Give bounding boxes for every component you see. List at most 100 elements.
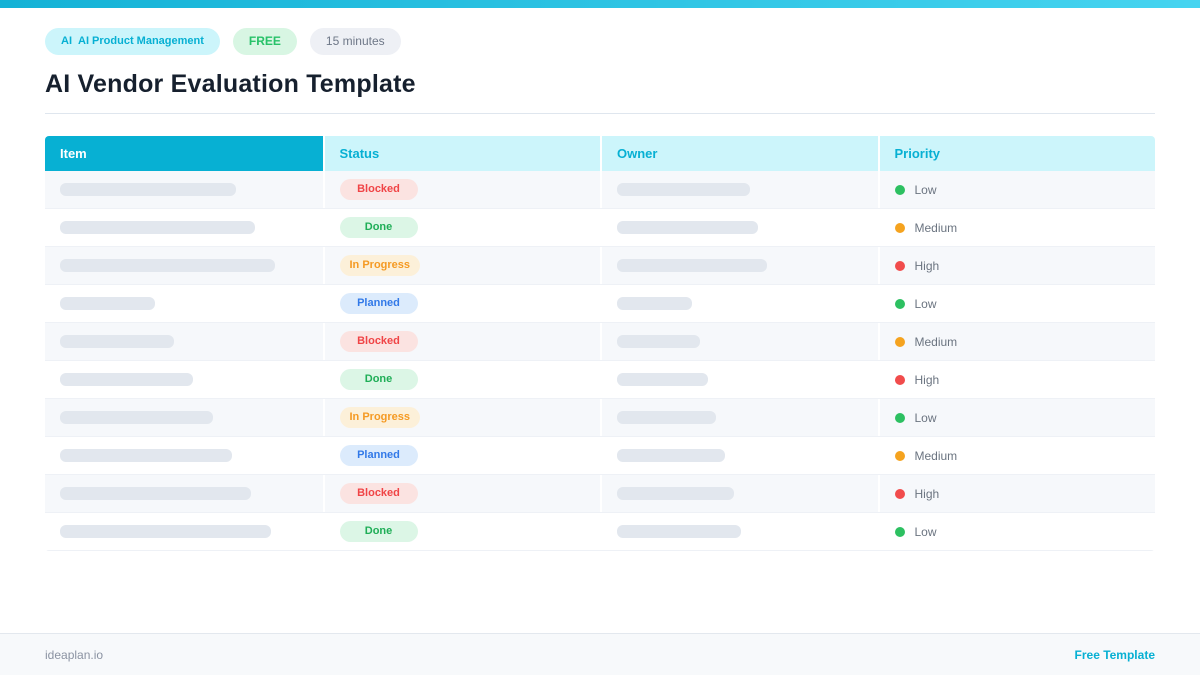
table-header-row: Item Status Owner Priority	[45, 136, 1155, 171]
priority-dot-icon	[894, 222, 905, 233]
priority-dot-icon	[894, 374, 905, 385]
owner-placeholder-bar	[617, 487, 734, 500]
table-row: Done Low	[45, 513, 1155, 551]
priority-label: Low	[914, 524, 937, 539]
priority-label: High	[914, 258, 940, 273]
priority-dot-icon	[894, 488, 905, 499]
priority-cell: Low	[877, 171, 1156, 208]
column-header-status: Status	[322, 136, 600, 171]
priority-cell: High	[877, 247, 1156, 284]
footer-brand: ideaplan.io	[45, 647, 104, 662]
priority-dot-icon	[894, 298, 905, 309]
priority-label: High	[914, 486, 940, 501]
item-placeholder-bar	[60, 525, 271, 538]
item-cell	[45, 171, 323, 208]
item-placeholder-bar	[60, 221, 255, 234]
status-pill[interactable]: Done	[339, 521, 418, 542]
owner-cell	[600, 209, 878, 246]
item-cell	[45, 323, 323, 360]
footer: ideaplan.io Free Template	[0, 633, 1200, 675]
item-cell	[45, 399, 323, 436]
table-row: Planned Low	[45, 285, 1155, 323]
status-cell: Blocked	[322, 171, 601, 208]
column-header-priority: Priority	[877, 136, 1155, 171]
table-row: Done Medium	[45, 209, 1155, 247]
item-placeholder-bar	[60, 373, 193, 386]
status-pill[interactable]: In Progress	[339, 407, 421, 428]
duration-badge: 15 minutes	[309, 28, 401, 55]
priority-label: Medium	[914, 448, 958, 463]
priority-cell: High	[877, 475, 1156, 512]
status-cell: Blocked	[322, 323, 601, 360]
status-pill[interactable]: Done	[339, 217, 418, 238]
priority-dot-icon	[894, 412, 905, 423]
priority-label: Low	[914, 410, 937, 425]
owner-placeholder-bar	[617, 525, 741, 538]
status-cell: Planned	[322, 437, 601, 474]
status-pill[interactable]: In Progress	[339, 255, 421, 276]
owner-placeholder-bar	[617, 373, 708, 386]
status-pill[interactable]: Blocked	[339, 331, 418, 352]
priority-label: Medium	[914, 220, 958, 235]
priority-dot-icon	[894, 184, 905, 195]
owner-placeholder-bar	[617, 183, 750, 196]
title-divider	[45, 113, 1155, 114]
item-placeholder-bar	[60, 183, 236, 196]
status-pill[interactable]: Planned	[339, 293, 418, 314]
priority-cell: Low	[877, 285, 1156, 322]
item-placeholder-bar	[60, 411, 213, 424]
priority-label: Low	[914, 182, 937, 197]
status-pill[interactable]: Blocked	[339, 483, 418, 504]
owner-cell	[600, 285, 878, 322]
category-badge-label: AI Product Management	[78, 35, 204, 47]
item-cell	[45, 209, 323, 246]
status-cell: Done	[322, 361, 601, 398]
table-row: Blocked Medium	[45, 323, 1155, 361]
status-pill[interactable]: Planned	[339, 445, 418, 466]
owner-placeholder-bar	[617, 259, 767, 272]
item-placeholder-bar	[60, 297, 155, 310]
item-placeholder-bar	[60, 335, 174, 348]
free-template-link[interactable]: Free Template	[1074, 647, 1155, 662]
owner-placeholder-bar	[617, 411, 716, 424]
status-cell: Planned	[322, 285, 601, 322]
plan-badge: FREE	[232, 28, 297, 55]
table-row: Planned Medium	[45, 437, 1155, 475]
item-cell	[45, 513, 323, 550]
category-badge: AI AI Product Management	[45, 28, 220, 55]
column-header-owner: Owner	[600, 136, 878, 171]
owner-placeholder-bar	[617, 335, 700, 348]
priority-cell: High	[877, 361, 1156, 398]
evaluation-table: Item Status Owner Priority Blocked Low Don…	[45, 136, 1155, 551]
column-header-item: Item	[45, 136, 323, 171]
owner-cell	[600, 513, 878, 550]
priority-label: High	[914, 372, 940, 387]
status-pill[interactable]: Blocked	[339, 179, 418, 200]
priority-dot-icon	[894, 336, 905, 347]
priority-cell: Medium	[877, 323, 1156, 360]
owner-cell	[600, 323, 878, 360]
owner-placeholder-bar	[617, 221, 758, 234]
category-icon: AI	[61, 35, 72, 47]
item-placeholder-bar	[60, 487, 251, 500]
owner-cell	[600, 361, 878, 398]
table-row: Blocked High	[45, 475, 1155, 513]
item-placeholder-bar	[60, 449, 232, 462]
top-accent-bar	[0, 0, 1200, 8]
owner-cell	[600, 399, 878, 436]
priority-label: Low	[914, 296, 937, 311]
table-row: Blocked Low	[45, 171, 1155, 209]
priority-cell: Low	[877, 399, 1156, 436]
status-cell: Done	[322, 513, 601, 550]
status-pill[interactable]: Done	[339, 369, 418, 390]
status-cell: Blocked	[322, 475, 601, 512]
priority-dot-icon	[894, 450, 905, 461]
main-content: AI AI Product Management FREE 15 minutes …	[0, 28, 1200, 551]
priority-cell: Low	[877, 513, 1156, 550]
item-placeholder-bar	[60, 259, 275, 272]
table-row: In Progress High	[45, 247, 1155, 285]
item-cell	[45, 247, 323, 284]
priority-label: Medium	[914, 334, 958, 349]
owner-cell	[600, 475, 878, 512]
table-body: Blocked Low Done Medium In Progress High Plann…	[45, 171, 1155, 551]
